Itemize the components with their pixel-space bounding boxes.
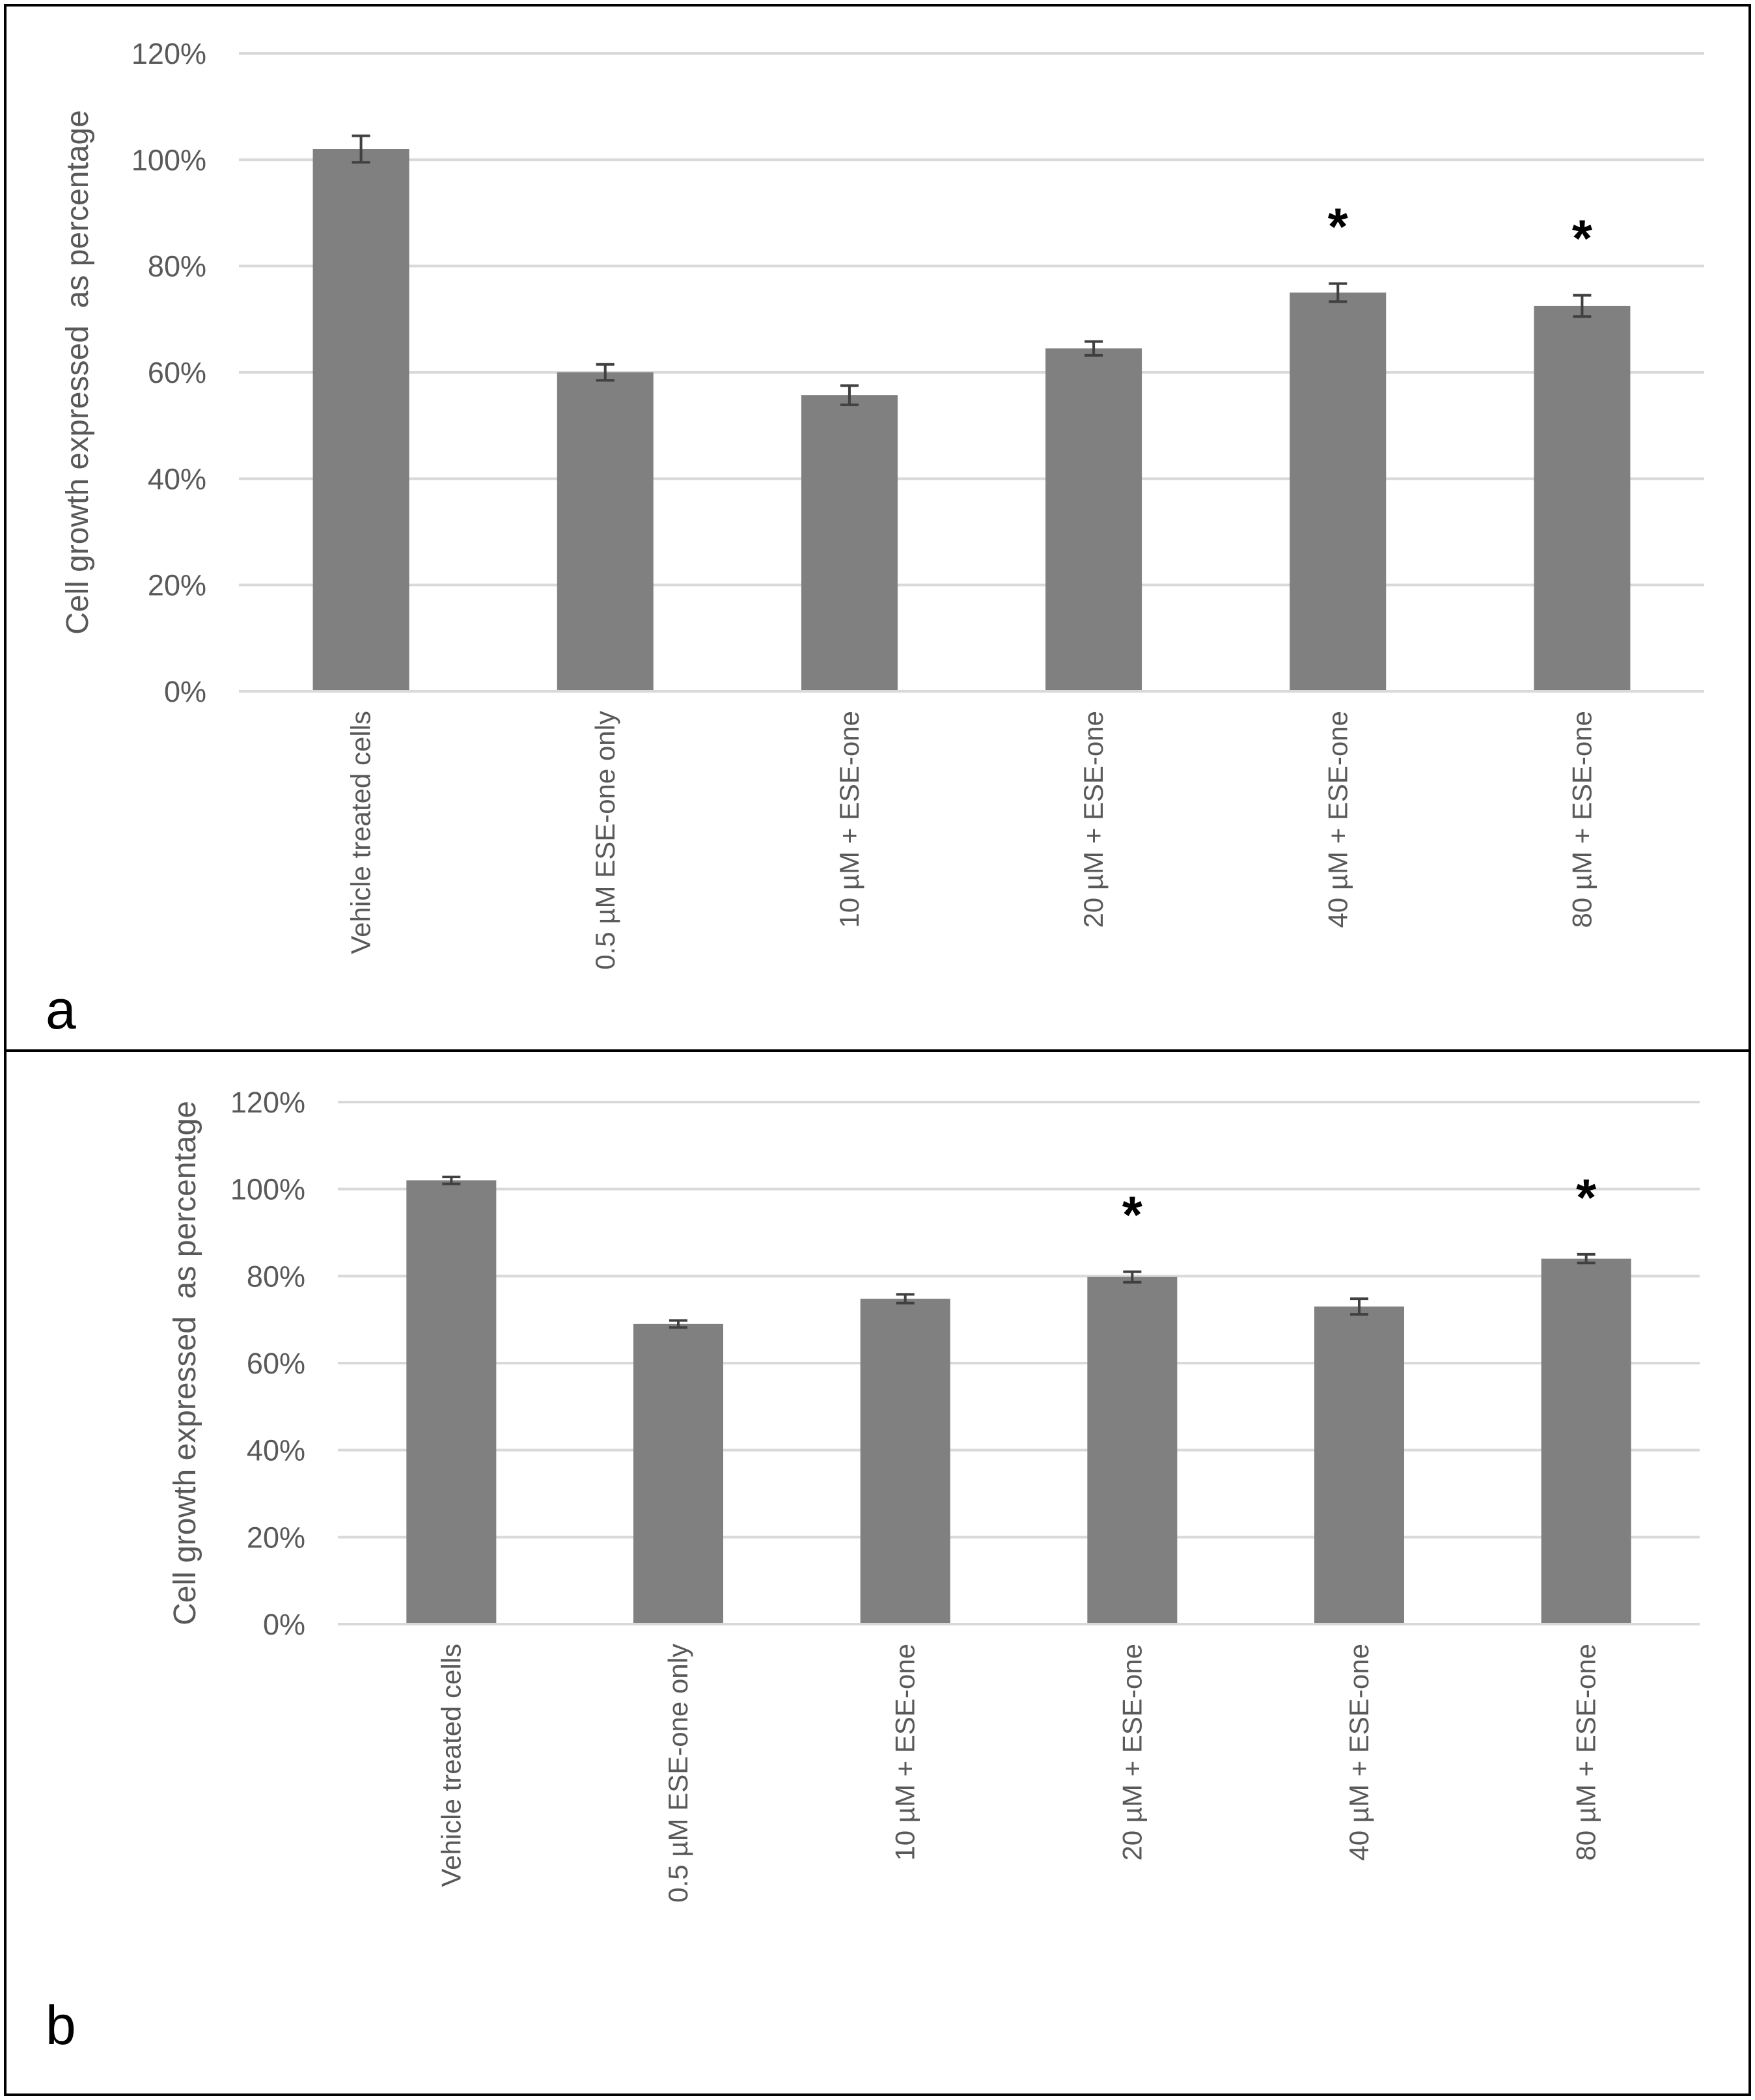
panel-label: a — [46, 979, 76, 1040]
y-tick-label: 40% — [247, 1434, 305, 1467]
bar — [1541, 1258, 1631, 1624]
bar — [801, 395, 898, 691]
y-tick-label: 120% — [131, 37, 206, 70]
bar — [557, 372, 654, 691]
error-bar — [669, 1319, 687, 1329]
x-tick-label: Vehicle treated cells — [346, 711, 376, 954]
y-tick-label: 100% — [131, 143, 206, 176]
significance-marker: * — [1576, 1168, 1597, 1226]
significance-marker: * — [1122, 1186, 1143, 1244]
y-tick-label: 40% — [148, 462, 206, 495]
bar — [860, 1299, 950, 1624]
x-tick-label: 80 µM + ESE-one — [1571, 1644, 1601, 1861]
y-axis-title: Cell growth expressed as percentage — [168, 1101, 202, 1625]
error-bar — [1085, 340, 1103, 357]
error-bar — [896, 1293, 915, 1305]
error-bar — [1350, 1297, 1368, 1316]
bar — [1045, 348, 1142, 691]
y-axis-title: Cell growth expressed as percentage — [61, 110, 95, 635]
error-bar — [352, 134, 370, 164]
y-tick-label: 80% — [148, 250, 206, 283]
error-bar — [1329, 282, 1347, 303]
x-tick-label: 80 µM + ESE-one — [1566, 711, 1597, 928]
x-tick-label: 40 µM + ESE-one — [1322, 711, 1353, 928]
x-tick-label: 10 µM + ESE-one — [890, 1644, 920, 1861]
bar — [633, 1323, 723, 1624]
y-tick-label: 0% — [263, 1608, 305, 1641]
error-bar — [1123, 1270, 1142, 1284]
y-tick-label: 20% — [247, 1521, 305, 1554]
error-bar — [840, 384, 859, 406]
significance-marker: * — [1328, 198, 1349, 256]
y-tick-label: 120% — [230, 1086, 305, 1119]
y-tick-label: 20% — [148, 569, 206, 602]
panel-border — [4, 1049, 1751, 2096]
x-tick-label: 40 µM + ESE-one — [1344, 1644, 1374, 1861]
bar — [406, 1180, 497, 1624]
x-tick-label: 20 µM + ESE-one — [1078, 711, 1109, 928]
x-tick-label: 10 µM + ESE-one — [834, 711, 864, 928]
x-tick-label: 0.5 µM ESE-one only — [663, 1644, 693, 1903]
x-tick-label: 0.5 µM ESE-one only — [590, 711, 620, 970]
bar — [1534, 305, 1631, 692]
y-tick-label: 60% — [247, 1347, 305, 1380]
panel-label: b — [46, 1995, 76, 2056]
significance-marker: * — [1572, 210, 1593, 268]
y-tick-label: 80% — [247, 1260, 305, 1293]
x-tick-label: 20 µM + ESE-one — [1116, 1644, 1147, 1861]
bar — [312, 149, 409, 691]
error-bar — [596, 363, 615, 382]
y-tick-label: 0% — [164, 675, 206, 708]
error-bar — [1573, 294, 1592, 318]
y-tick-label: 100% — [230, 1173, 305, 1206]
y-tick-label: 60% — [148, 356, 206, 389]
x-tick-label: Vehicle treated cells — [435, 1644, 466, 1887]
error-bar — [1577, 1252, 1596, 1265]
bar — [1290, 292, 1387, 691]
error-bar — [442, 1175, 461, 1185]
bar — [1314, 1306, 1404, 1624]
bar — [1087, 1277, 1178, 1624]
